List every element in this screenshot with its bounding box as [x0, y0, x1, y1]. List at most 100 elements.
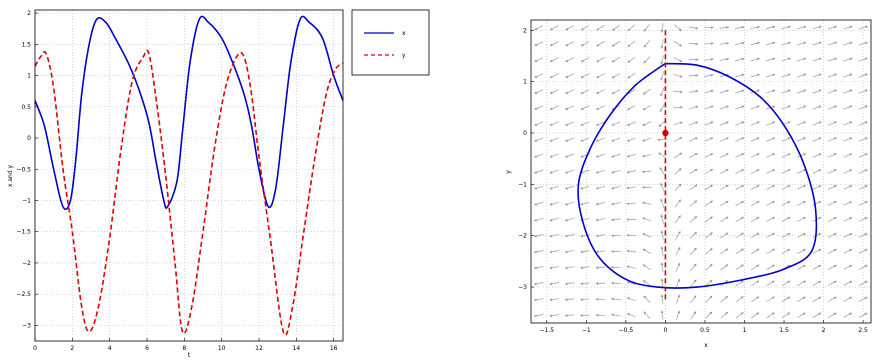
field-arrow: [704, 137, 714, 142]
field-arrow: [858, 57, 869, 62]
x-tick-label: 2.5: [858, 327, 868, 334]
field-arrow: [564, 153, 575, 158]
x-tick-label: 10: [218, 345, 226, 352]
field-arrow: [843, 280, 853, 286]
field-arrow: [580, 282, 590, 285]
field-arrow: [828, 296, 837, 302]
field-arrow: [642, 248, 652, 254]
field-arrow: [812, 25, 822, 30]
field-arrow: [549, 41, 559, 47]
field-arrow: [690, 279, 697, 288]
field-arrow: [610, 281, 621, 285]
field-arrow: [626, 313, 636, 318]
field-arrow: [626, 170, 636, 174]
field-arrow: [719, 41, 730, 45]
field-arrow: [766, 153, 776, 158]
field-arrow: [611, 186, 621, 190]
field-arrow: [843, 312, 853, 318]
field-arrow: [564, 185, 575, 190]
x-tick-label: 2: [822, 327, 826, 334]
field-arrow: [611, 137, 621, 142]
field-arrow: [843, 169, 853, 174]
field-arrow: [643, 311, 651, 319]
field-arrow: [720, 200, 729, 207]
field-arrow: [642, 217, 652, 222]
field-arrow: [533, 201, 544, 206]
field-arrow: [580, 41, 590, 47]
field-arrow: [565, 25, 574, 31]
field-arrow: [533, 265, 544, 270]
field-arrow: [580, 298, 590, 301]
field-arrow: [704, 105, 714, 110]
field-arrow: [750, 137, 760, 142]
field-arrow: [858, 185, 868, 190]
field-arrow: [858, 217, 868, 222]
field-arrow: [827, 57, 838, 62]
field-arrow: [534, 57, 544, 62]
field-arrow: [564, 282, 575, 286]
field-arrow: [660, 262, 664, 272]
field-arrow: [781, 185, 791, 190]
field-arrow: [660, 294, 664, 304]
field-arrow: [719, 169, 729, 174]
field-arrow: [627, 24, 636, 32]
x-tick-label: 12: [255, 345, 263, 352]
field-arrow: [750, 232, 760, 238]
field-arrow: [750, 153, 760, 158]
field-arrow: [688, 74, 699, 77]
field-arrow: [673, 73, 683, 78]
field-arrow: [766, 217, 776, 222]
field-arrow: [627, 89, 636, 95]
field-arrow: [781, 201, 791, 206]
field-arrow: [688, 26, 699, 30]
series-layer: [577, 30, 818, 300]
field-arrow: [720, 264, 729, 271]
field-arrow: [580, 137, 590, 142]
plot-frame: [530, 19, 872, 324]
field-arrow: [812, 185, 822, 190]
y-tick-label: −2: [22, 260, 31, 267]
field-arrow: [549, 217, 559, 222]
legend-box: [351, 9, 430, 76]
field-arrow: [797, 296, 806, 302]
field-arrow: [781, 57, 791, 62]
plot-area: [531, 20, 871, 323]
field-arrow: [660, 39, 664, 49]
field-arrow: [660, 278, 664, 288]
field-arrow: [564, 314, 575, 317]
field-arrow: [781, 153, 791, 158]
x-tick-label: 0.5: [700, 327, 710, 334]
field-arrow: [611, 153, 621, 158]
field-arrow: [827, 73, 838, 78]
y-tick-label: 1: [27, 73, 31, 80]
field-arrow: [766, 312, 775, 319]
field-arrow: [533, 217, 544, 222]
field-arrow: [626, 233, 637, 237]
field-arrow: [797, 121, 807, 126]
field-arrow: [812, 233, 822, 238]
field-arrow: [549, 201, 559, 206]
field-arrow: [626, 265, 637, 269]
field-arrow: [534, 153, 544, 158]
field-arrow: [596, 73, 605, 79]
field-arrow: [580, 121, 590, 126]
field-arrow: [642, 88, 651, 95]
field-arrow: [689, 200, 698, 207]
field-arrow: [626, 121, 636, 126]
x-tick-label: 2: [70, 345, 74, 352]
field-arrow: [675, 230, 681, 240]
field-arrow: [580, 234, 590, 238]
field-arrow: [827, 153, 838, 158]
y-tick-label: −2: [518, 233, 527, 240]
field-arrow: [549, 105, 559, 110]
field-arrow: [610, 234, 621, 237]
time-series-chart: 0 2 4 6 8 10 12 14 16 2 1.5 1 0.5 0 −0.5 −1 −1.5 −2 −2.5 −…: [7, 9, 430, 359]
field-arrow: [812, 105, 822, 110]
field-arrow: [750, 248, 760, 255]
field-arrow: [564, 266, 575, 270]
field-arrow: [674, 199, 682, 208]
field-arrow: [812, 153, 822, 158]
y-tick-label: −1.5: [16, 229, 31, 236]
field-arrow: [549, 73, 559, 78]
field-arrow: [704, 153, 714, 158]
